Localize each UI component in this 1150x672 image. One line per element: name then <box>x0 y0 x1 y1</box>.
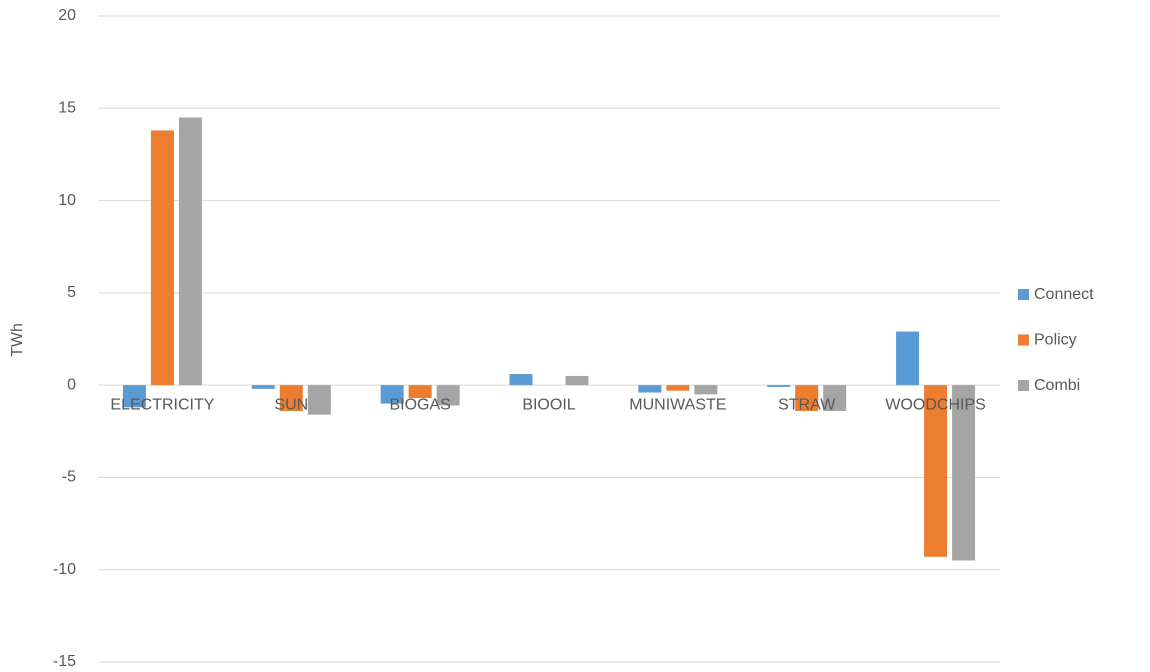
y-tick-label: -10 <box>53 561 76 578</box>
x-tick-label: BIOOIL <box>522 396 575 413</box>
bar <box>251 385 275 389</box>
x-tick-label: ELECTRICITY <box>110 396 214 413</box>
y-tick-label: 15 <box>58 100 76 117</box>
bar <box>767 385 791 387</box>
bar <box>509 374 533 386</box>
y-tick-label: 10 <box>58 192 76 209</box>
bar <box>924 385 948 557</box>
bar <box>380 385 404 404</box>
bar <box>150 130 174 386</box>
bar <box>408 385 432 399</box>
y-axis-label: TWh <box>9 323 26 357</box>
legend-label: Connect <box>1034 286 1094 303</box>
bar <box>638 385 662 393</box>
x-tick-label: MUNIWASTE <box>629 396 726 413</box>
bar <box>436 385 460 406</box>
bar <box>823 385 847 411</box>
x-tick-label: SUN <box>274 396 308 413</box>
bar <box>952 385 976 561</box>
legend-label: Combi <box>1034 377 1080 394</box>
bar <box>694 385 718 395</box>
y-tick-label: -5 <box>62 469 76 486</box>
bar <box>279 385 303 411</box>
y-tick-label: 5 <box>67 284 76 301</box>
legend-label: Policy <box>1034 332 1077 349</box>
bar <box>122 385 146 408</box>
y-tick-label: 20 <box>58 7 76 24</box>
bar <box>307 385 331 415</box>
y-tick-label: -15 <box>53 653 76 670</box>
bar <box>795 385 819 411</box>
y-tick-label: 0 <box>67 376 76 393</box>
legend-swatch <box>1018 289 1029 300</box>
bar <box>666 385 690 391</box>
bar <box>178 117 202 386</box>
x-tick-label: WOODCHIPS <box>885 396 985 413</box>
legend-swatch <box>1018 380 1029 391</box>
x-tick-label: STRAW <box>778 396 836 413</box>
x-tick-label: BIOGAS <box>389 396 450 413</box>
bar <box>896 331 920 386</box>
bar <box>565 375 589 386</box>
legend-swatch <box>1018 334 1029 346</box>
